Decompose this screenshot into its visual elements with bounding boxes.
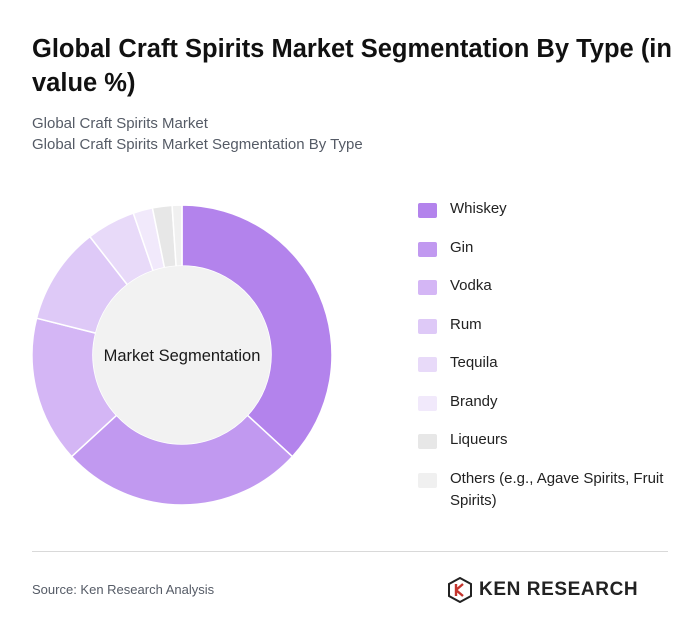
legend-label: Whiskey — [450, 200, 507, 217]
legend-swatch — [418, 434, 437, 449]
legend-swatch — [418, 357, 437, 372]
legend-swatch — [418, 395, 437, 411]
donut-hole — [93, 266, 271, 444]
legend-label: Vodka — [450, 277, 492, 294]
donut-center-label: Market Segmentation — [104, 347, 261, 365]
footer-divider — [32, 551, 668, 552]
ken-research-logo-icon — [448, 577, 472, 603]
legend-label: Others (e.g., Agave Spirits, Fruit Spiri… — [450, 469, 664, 509]
chart-title: Global Craft Spirits Market Segmentation… — [32, 35, 672, 97]
legend-swatch — [418, 280, 437, 295]
legend-label: Liqueurs — [450, 431, 508, 448]
brand-logo: KEN RESEARCH — [448, 576, 638, 604]
legend-label: Gin — [450, 238, 474, 256]
legend-swatch — [418, 241, 437, 257]
legend-label: Brandy — [450, 392, 498, 410]
legend-label: Tequila — [450, 354, 498, 371]
subtitle-line-2: Global Craft Spirits Market Segmentation… — [32, 136, 363, 153]
source-note: Source: Ken Research Analysis — [32, 582, 215, 597]
brand-name: KEN RESEARCH — [479, 579, 639, 600]
subtitle-line-1: Global Craft Spirits Market — [32, 115, 208, 132]
legend-swatch — [418, 472, 437, 488]
legend-swatch — [418, 203, 437, 218]
chart-subtitle: Global Craft Spirits Market Global Craft… — [32, 113, 363, 155]
legend-label: Rum — [450, 315, 482, 333]
legend-swatch — [418, 318, 437, 334]
